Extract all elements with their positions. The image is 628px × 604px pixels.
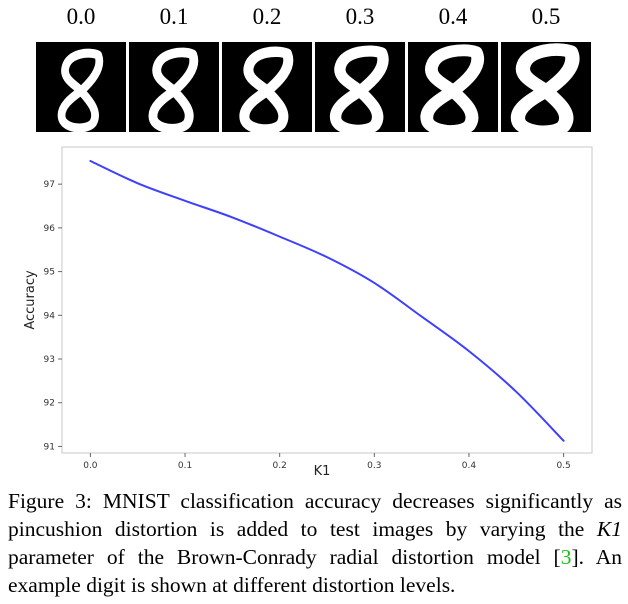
distortion-label: 0.2: [252, 4, 282, 29]
digit-image-3: [315, 42, 405, 132]
digit-image-5: [501, 42, 591, 132]
y-tick-label: 93: [44, 355, 55, 365]
y-tick-label: 94: [44, 311, 56, 321]
digit-image-2: [222, 42, 312, 132]
plot-frame: [61, 146, 593, 454]
x-tick-label: 0.1: [178, 461, 192, 471]
y-tick-label: 97: [44, 180, 55, 190]
x-tick-label: 0.5: [556, 461, 570, 471]
distortion-label: 0.4: [438, 4, 468, 29]
citation-link[interactable]: 3: [560, 545, 572, 569]
y-tick-label: 91: [44, 442, 55, 452]
distortion-label: 0.1: [159, 4, 189, 29]
y-tick-label: 92: [44, 399, 55, 409]
x-axis-label: K1: [314, 464, 331, 478]
distortion-examples-strip: 0.0 0.1 0.2 0.3 0.4 0.5: [0, 0, 628, 134]
distortion-label: 0.3: [345, 4, 375, 29]
accuracy-chart-svg: 0.0 0.1 0.2 0.3 0.4 0.5 91 92 93 94 95 96 97 K1 Acc…: [23, 146, 593, 478]
distortion-label: 0.0: [66, 4, 96, 29]
y-tick-label: 95: [44, 268, 55, 278]
digit-image-0: [36, 42, 126, 132]
distortion-label: 0.5: [531, 4, 561, 29]
y-axis-label: Accuracy: [23, 270, 38, 330]
x-tick-label: 0.0: [83, 461, 98, 471]
x-tick-label: 0.2: [273, 461, 287, 471]
figure-label: Figure 3:: [8, 489, 92, 513]
caption-text-3: ]. An example digit is shown at differen…: [8, 545, 623, 597]
x-tick-label: 0.4: [462, 461, 477, 471]
x-ticks: 0.0 0.1 0.2 0.3 0.4 0.5: [83, 453, 571, 471]
digit-image-4: [408, 42, 498, 132]
caption-text-2: parameter of the Brown-Conrady radial di…: [8, 545, 561, 569]
caption-text: MNIST classification accuracy decreases …: [8, 489, 623, 541]
caption-math: K1: [596, 517, 623, 541]
y-ticks: 91 92 93 94 95 96 97: [44, 180, 62, 452]
accuracy-line: [89, 159, 565, 442]
digit-image-1: [129, 42, 219, 132]
accuracy-chart: 0.0 0.1 0.2 0.3 0.4 0.5 91 92 93 94 95 96 97 K1 Acc…: [0, 138, 628, 478]
y-tick-label: 96: [44, 224, 56, 234]
figure-caption: Figure 3: MNIST classification accuracy …: [8, 487, 622, 599]
x-tick-label: 0.3: [367, 461, 381, 471]
